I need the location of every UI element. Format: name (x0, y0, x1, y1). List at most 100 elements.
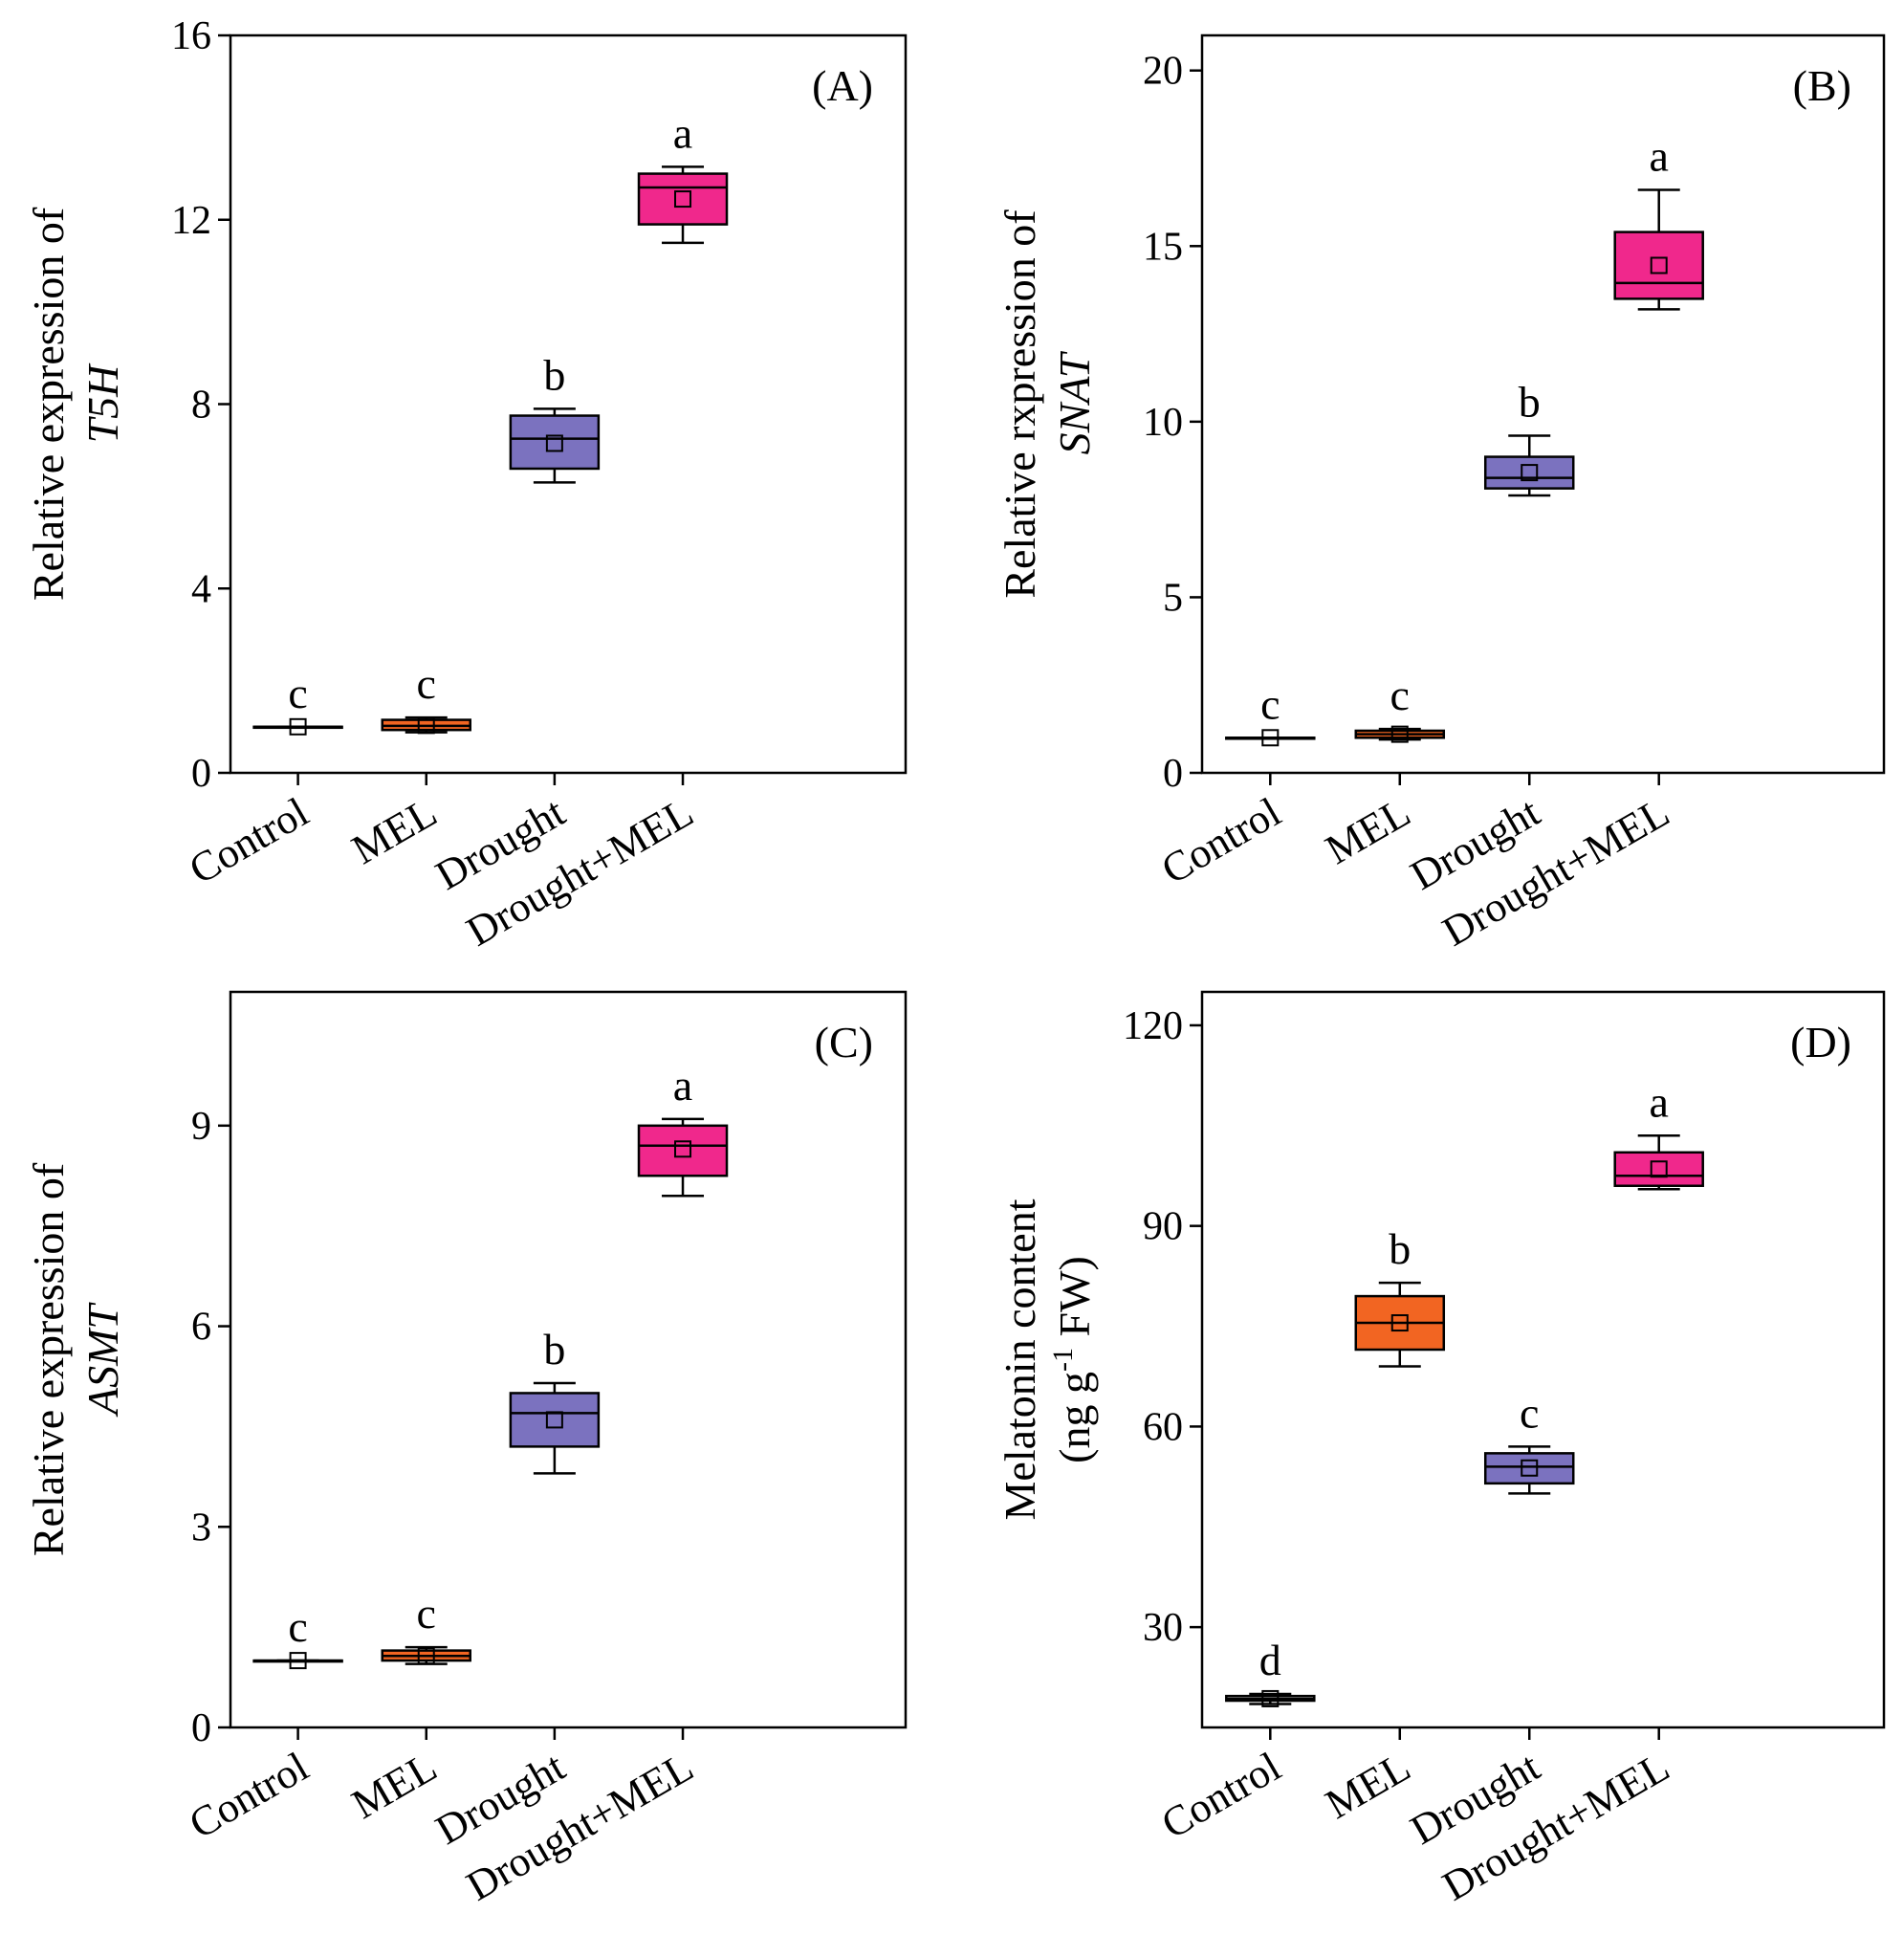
significance-letter: a (673, 108, 692, 157)
y-tick-label: 10 (1143, 401, 1183, 445)
y-axis-title-superscript: -1 (1047, 1348, 1079, 1372)
y-axis-title-line2: T5H (78, 363, 127, 444)
mean-marker (417, 1647, 435, 1665)
iqr-box (1483, 1452, 1575, 1485)
y-axis-title-line2: SNAT (1050, 350, 1099, 454)
plot-frame (229, 33, 908, 775)
box-drought: b (509, 1325, 601, 1475)
significance-letter: d (1259, 1636, 1281, 1684)
significance-letter: c (417, 1589, 436, 1638)
mean-marker (545, 1411, 563, 1429)
plot-frame (1200, 33, 1886, 775)
box-mel: c (1354, 671, 1446, 743)
mean-marker (289, 717, 307, 736)
significance-letter: c (417, 659, 436, 708)
mean-marker (1650, 1160, 1668, 1178)
y-tick-label: 0 (191, 752, 211, 796)
significance-letter: c (288, 669, 307, 717)
significance-letter: a (1649, 132, 1668, 181)
y-tick-label: 20 (1143, 50, 1183, 94)
significance-letter: a (673, 1061, 692, 1110)
mean-marker (1261, 1689, 1280, 1707)
iqr-box (509, 414, 601, 471)
significance-letter: b (1389, 1224, 1411, 1273)
y-tick-label: 3 (191, 1506, 211, 1550)
significance-letter: c (1520, 1388, 1539, 1437)
y-tick-label: 6 (191, 1306, 211, 1350)
box-mel: b (1354, 1224, 1446, 1368)
y-tick-label: 8 (191, 384, 211, 428)
y-axis-title-line1: Relative rxpression of (996, 209, 1044, 599)
x-tick-label: Control (182, 788, 317, 893)
box-mel: c (381, 1589, 471, 1665)
y-axis-title-line1: Relative expression of (24, 1162, 73, 1556)
iqr-box (637, 172, 729, 226)
mean-marker (1521, 1459, 1539, 1477)
box-control: d (1225, 1636, 1316, 1707)
y-tick-label: 15 (1143, 225, 1183, 269)
mean-marker (674, 1140, 692, 1158)
significance-letter: a (1649, 1077, 1668, 1126)
panel-label: (B) (1793, 61, 1851, 110)
x-tick-label: Control (182, 1743, 317, 1848)
box-drought: c (1483, 1388, 1575, 1495)
y-tick-label: 90 (1143, 1205, 1183, 1249)
y-tick-label: 60 (1143, 1405, 1183, 1449)
iqr-box (1613, 231, 1704, 300)
box-control: c (252, 1602, 343, 1670)
iqr-box (509, 1392, 601, 1448)
mean-marker (1650, 256, 1668, 275)
box-control: c (1225, 679, 1316, 747)
y-tick-label: 16 (171, 14, 211, 58)
mean-marker (1390, 725, 1409, 743)
panel-label: (C) (815, 1018, 873, 1066)
y-axis-title-line2: ASMT (78, 1302, 127, 1418)
box-control: c (252, 669, 343, 736)
mean-marker (1390, 1314, 1409, 1332)
y-tick-label: 12 (171, 199, 211, 243)
y-tick-label: 0 (191, 1706, 211, 1750)
box-drought-mel: a (637, 108, 729, 245)
y-tick-label: 4 (191, 567, 211, 611)
mean-marker (1261, 729, 1280, 747)
plot-frame (1200, 990, 1886, 1729)
y-tick-label: 5 (1163, 576, 1183, 620)
box-drought-mel: a (1613, 132, 1704, 311)
x-tick-label: Control (1153, 1743, 1288, 1848)
significance-letter: c (288, 1602, 307, 1651)
significance-letter: c (1390, 671, 1410, 719)
plot-frame (229, 990, 908, 1729)
box-drought-mel: a (1613, 1077, 1704, 1191)
y-tick-label: 9 (191, 1105, 211, 1149)
y-axis-title-unit-end: FW) (1050, 1256, 1099, 1348)
y-tick-label: 0 (1163, 752, 1183, 796)
significance-letter: b (1519, 378, 1541, 427)
mean-marker (1521, 464, 1539, 482)
panel-label: (A) (812, 61, 873, 110)
mean-marker (674, 190, 692, 209)
box-drought: b (1483, 378, 1575, 497)
panel-label: (D) (1790, 1018, 1851, 1066)
mean-marker (289, 1652, 307, 1670)
y-axis-title-unit: (ng g (1050, 1372, 1099, 1463)
box-drought: b (509, 350, 601, 484)
y-axis-title-line2: (ng g-1 FW) (1047, 1256, 1099, 1463)
x-tick-label: Control (1153, 788, 1288, 893)
y-axis-title-line1: Relative expression of (24, 207, 73, 601)
significance-letter: b (543, 350, 565, 399)
significance-letter: c (1260, 679, 1280, 728)
iqr-box (637, 1124, 729, 1177)
y-tick-label: 30 (1143, 1606, 1183, 1650)
mean-marker (417, 716, 435, 735)
mean-marker (545, 434, 563, 452)
significance-letter: b (543, 1325, 565, 1374)
iqr-box (1483, 455, 1575, 490)
y-axis-title-line1: Melatonin content (996, 1198, 1044, 1520)
box-mel: c (381, 659, 471, 735)
box-drought-mel: a (637, 1061, 729, 1198)
